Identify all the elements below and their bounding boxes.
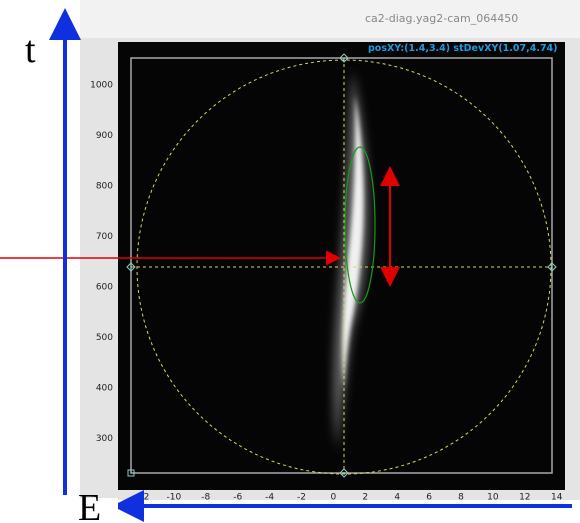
x-tick-label: 10	[487, 493, 499, 503]
y-tick-label: 700	[96, 232, 113, 242]
x-tick-label: -12	[135, 493, 150, 503]
y-tick-label: 400	[96, 384, 113, 394]
x-tick-label: 4	[394, 493, 400, 503]
x-tick-label: 2	[362, 493, 368, 503]
x-tick-label: -4	[265, 493, 274, 503]
x-tick-label: 6	[426, 493, 432, 503]
y-tick-label: 600	[96, 283, 113, 293]
x-tick-label: -10	[167, 493, 182, 503]
y-tick-label: 900	[96, 131, 113, 141]
e-label: E	[78, 487, 101, 523]
y-tick-label: 300	[96, 434, 113, 444]
overlay-text: posXY:(1.4,3.4) stDevXY(1.07,4.74)	[368, 43, 558, 54]
y-tick-label: 500	[96, 333, 113, 343]
screenshot: ca2-diag.yag2-cam_064450 posXY:(1.4,3.4)…	[0, 0, 580, 523]
x-tick-label: 8	[458, 493, 464, 503]
x-tick-label: 12	[519, 493, 530, 503]
x-tick-label: -8	[201, 493, 210, 503]
y-tick-label: 800	[96, 182, 113, 192]
y-tick-label: 1000	[90, 81, 113, 91]
x-tick-label: 14	[551, 493, 563, 503]
x-tick-label: -2	[297, 493, 306, 503]
x-tick-label: -6	[233, 493, 242, 503]
x-tick-label: 0	[331, 493, 337, 503]
t-label: t	[25, 29, 36, 71]
window-title: ca2-diag.yag2-cam_064450	[365, 12, 518, 25]
